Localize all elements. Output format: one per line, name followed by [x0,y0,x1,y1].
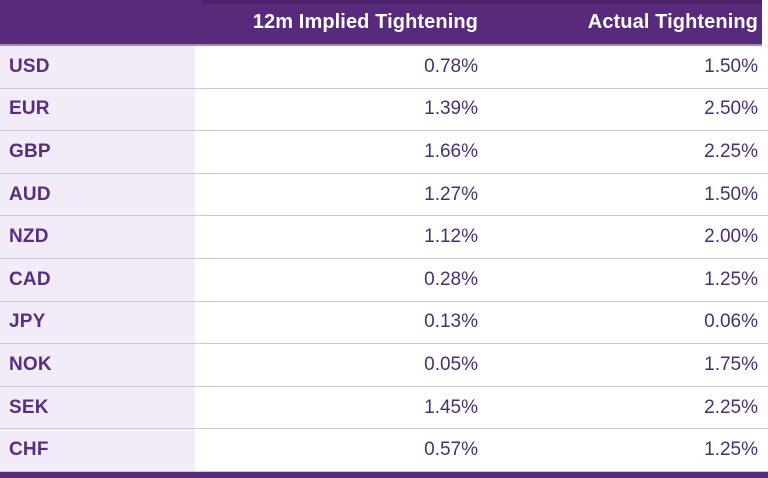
actual-value-cell: 0.06% [704,311,758,333]
implied-value-cell: 1.39% [424,98,478,120]
actual-value-cell: 2.00% [704,226,758,248]
actual-value-cell: 1.50% [704,183,758,205]
currency-cell: EUR [0,88,195,131]
currency-cell: JPY [0,301,195,344]
table-row-nok: NOK 0.05% 1.75% [0,344,768,387]
table-row-chf: CHF 0.57% 1.25% [0,429,768,472]
currency-cell: GBP [0,131,195,173]
table-row-nzd: NZD 1.12% 2.00% [0,216,768,259]
actual-value-cell: 2.25% [704,396,758,418]
implied-value-cell: 1.12% [424,226,478,248]
column-header-actual-tightening: Actual Tightening [587,10,758,33]
currency-cell: NOK [0,344,195,386]
header-top-accent [202,0,762,4]
table-row-eur: EUR 1.39% 2.50% [0,88,768,132]
currency-cell: CHF [0,429,195,471]
table-row-jpy: JPY 0.13% 0.06% [0,301,768,345]
table-header-row: 12m Implied Tightening Actual Tightening [0,0,762,46]
table-footer-bar [0,472,768,478]
currency-cell: AUD [0,173,195,216]
implied-value-cell: 0.57% [424,439,478,461]
table-row-sek: SEK 1.45% 2.25% [0,386,768,430]
column-header-implied-tightening: 12m Implied Tightening [252,10,478,33]
currency-cell: USD [0,46,195,88]
table-row-cad: CAD 0.28% 1.25% [0,258,768,302]
currency-cell: SEK [0,386,195,429]
implied-value-cell: 0.05% [424,353,478,375]
currency-cell: NZD [0,216,195,258]
table-row-usd: USD 0.78% 1.50% [0,46,768,89]
actual-value-cell: 2.25% [704,140,758,162]
implied-value-cell: 1.27% [424,183,478,205]
implied-value-cell: 0.28% [424,268,478,290]
currency-cell: CAD [0,258,195,301]
table-row-gbp: GBP 1.66% 2.25% [0,131,768,174]
implied-value-cell: 0.13% [424,311,478,333]
table-row-aud: AUD 1.27% 1.50% [0,173,768,217]
implied-value-cell: 1.45% [424,396,478,418]
actual-value-cell: 1.75% [704,353,758,375]
actual-value-cell: 1.25% [704,268,758,290]
actual-value-cell: 1.25% [704,439,758,461]
actual-value-cell: 2.50% [704,98,758,120]
actual-value-cell: 1.50% [704,55,758,77]
implied-value-cell: 1.66% [424,140,478,162]
table-body: USD 0.78% 1.50% EUR 1.39% 2.50% GBP 1.66… [0,46,768,472]
implied-value-cell: 0.78% [424,55,478,77]
